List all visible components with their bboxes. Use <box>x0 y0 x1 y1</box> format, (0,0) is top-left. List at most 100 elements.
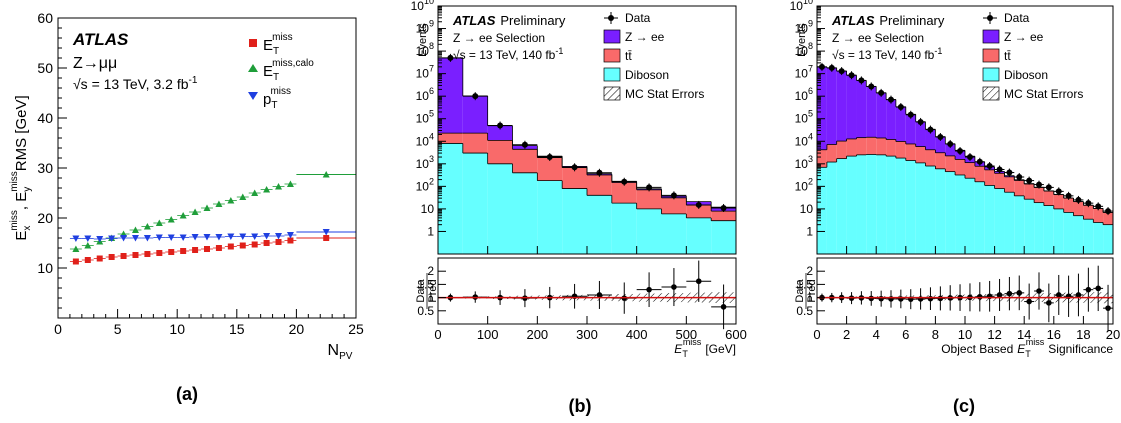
y-tick-label: 105 <box>795 109 813 126</box>
zee-bar <box>895 106 906 142</box>
ttbar-bar <box>537 157 563 181</box>
panel-a-y-axis-title: Exmiss, EymissRMS [GeV] <box>9 95 33 240</box>
data-point <box>858 77 865 84</box>
calo-point <box>286 180 294 187</box>
data-point <box>888 96 894 103</box>
legend-ttbar-swatch <box>982 48 1000 63</box>
calo-point <box>251 189 259 196</box>
y-tick-label: 1010 <box>411 0 434 13</box>
svg-text:Data: Data <box>415 279 427 303</box>
data-point <box>546 154 553 161</box>
ttbar-bar <box>686 204 712 218</box>
panel-b-plot-area <box>438 53 736 254</box>
met-point <box>239 242 246 249</box>
ttbar-bar <box>1024 184 1035 200</box>
diboson-bar <box>895 158 906 254</box>
met-point <box>204 246 210 252</box>
data-point <box>878 89 885 96</box>
panel-c-caption: (c) <box>953 396 975 416</box>
panel-b-ratio-area <box>438 260 736 330</box>
panel-c-ratio-title: Data Pred <box>794 273 818 309</box>
calo-point <box>203 204 211 211</box>
diboson-bar <box>1063 212 1074 254</box>
ratio-point <box>596 292 603 298</box>
met-point <box>263 240 270 246</box>
ratio-y-tick-label: 0.5 <box>417 304 434 318</box>
data-point <box>447 54 454 61</box>
data-point <box>1045 184 1052 191</box>
panel-a: 0 5 10 15 20 25 10 20 30 40 50 60 ATLAS Z→μμ √s = 1… <box>9 10 364 404</box>
ratio-point <box>878 295 884 302</box>
ptmiss-point <box>179 234 187 241</box>
met-point <box>275 239 282 245</box>
data-point <box>1016 174 1023 181</box>
ratio-point <box>1016 290 1023 296</box>
ttbar-bar <box>1103 212 1113 225</box>
x-tick-label: 18 <box>1076 327 1090 342</box>
data-point <box>621 178 628 185</box>
ptmiss-point <box>239 233 247 240</box>
ttbar-bar <box>1083 205 1094 220</box>
panel-b-energy-label: √s = 13 TeV, 140 fb-1 <box>453 46 563 62</box>
zee-bar <box>817 66 827 150</box>
ptmiss-point <box>155 234 163 241</box>
panel-c-x-axis-title: Object Based ETmiss Significance <box>941 337 1113 359</box>
diboson-bar <box>846 156 857 254</box>
legend-zee-swatch <box>603 29 621 44</box>
met-point <box>108 254 115 260</box>
ptmiss-point <box>251 233 259 240</box>
ttbar-bar <box>895 141 906 159</box>
panel-a-atlas-label: ATLAS <box>72 30 129 49</box>
legend-data-marker <box>608 15 614 21</box>
diboson-bar <box>876 154 887 254</box>
data-point <box>838 68 845 75</box>
svg-text:Pred: Pred <box>427 279 439 302</box>
legend-marker-calo <box>248 64 258 72</box>
ttbar-bar <box>915 146 926 163</box>
ttbar-bar <box>826 144 837 163</box>
ttbar-bar <box>1034 187 1044 203</box>
diboson-bar <box>1024 199 1035 254</box>
calo-point <box>179 212 187 219</box>
x-tick-label: 8 <box>932 327 939 342</box>
diboson-bar <box>636 208 662 254</box>
diboson-bar <box>487 163 513 254</box>
y-tick-label: 1010 <box>790 0 813 13</box>
data-point <box>966 154 973 161</box>
data-point <box>927 126 934 133</box>
data-point <box>1085 200 1092 207</box>
ttbar-bar <box>1093 208 1104 223</box>
zee-bar <box>836 71 847 142</box>
ttbar-bar <box>636 189 662 209</box>
ttbar-bar <box>984 169 995 186</box>
y-tick-label: 105 <box>416 109 434 126</box>
y-tick-label: 107 <box>795 64 813 81</box>
ptmiss-point <box>96 236 104 243</box>
met-point <box>96 255 103 262</box>
panel-b-y-axis-title: Events <box>417 23 429 57</box>
y-tick-label: 30 <box>37 160 53 176</box>
y-tick-label: 10 <box>421 202 435 216</box>
legend-ttbar-swatch <box>603 48 621 63</box>
zee-bar <box>915 121 926 147</box>
panel-b-atlas-label: ATLAS Preliminary <box>452 13 566 28</box>
ptmiss-point <box>131 235 139 242</box>
x-tick-label: 200 <box>526 327 548 342</box>
ttbar-bar <box>994 173 1005 189</box>
panel-a-energy-label: √s = 13 TeV, 3.2 fb-1 <box>73 75 198 92</box>
ttbar-bar <box>965 162 975 179</box>
ttbar-bar <box>945 155 956 172</box>
x-tick-label: 0 <box>434 327 441 342</box>
diboson-bar <box>661 213 687 254</box>
data-point <box>907 111 914 118</box>
data-point <box>996 166 1003 173</box>
ratio-point <box>1055 292 1062 298</box>
diboson-bar <box>945 171 956 254</box>
stack-group <box>817 62 1113 254</box>
met-point <box>215 245 222 251</box>
y-tick-label: 103 <box>416 154 434 171</box>
y-tick-label: 60 <box>37 10 53 26</box>
legend-data-label: Data <box>625 11 651 25</box>
zee-bar <box>876 92 887 138</box>
